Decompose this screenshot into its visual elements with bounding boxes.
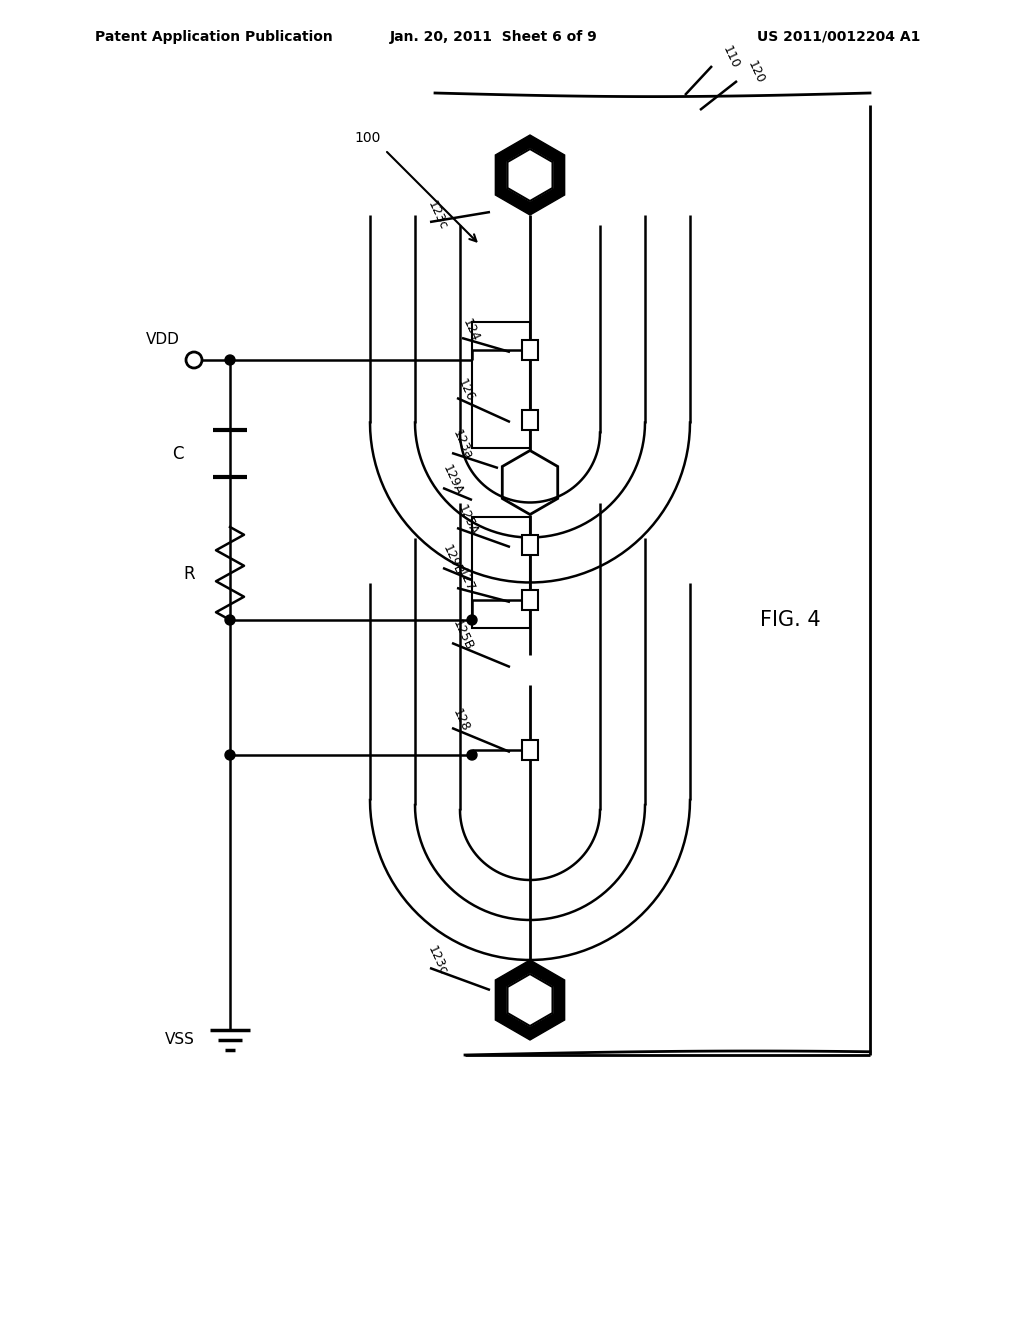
Bar [522,535,538,554]
Text: 124: 124 [460,317,481,343]
Bar [522,590,538,610]
Text: 127: 127 [455,566,477,594]
Text: R: R [183,565,195,583]
Polygon shape [508,149,553,201]
Text: 123c: 123c [425,198,450,231]
Text: 128: 128 [450,706,472,734]
Text: US 2011/0012204 A1: US 2011/0012204 A1 [757,30,920,44]
Polygon shape [496,135,564,215]
Text: 110: 110 [720,44,741,70]
Bar [522,741,538,760]
Text: 125A: 125A [455,503,480,537]
Text: VDD: VDD [146,333,180,347]
Circle shape [467,750,477,760]
Circle shape [225,355,234,366]
Text: 120: 120 [745,58,767,86]
Circle shape [467,615,477,624]
Text: FIG. 4: FIG. 4 [760,610,820,630]
Text: VSS: VSS [165,1032,195,1048]
Bar [522,411,538,430]
Text: 126: 126 [455,376,477,404]
Bar [472,322,530,447]
Text: Jan. 20, 2011  Sheet 6 of 9: Jan. 20, 2011 Sheet 6 of 9 [390,30,598,44]
Text: 129B: 129B [440,543,466,577]
Text: 123a: 123a [450,428,475,462]
Polygon shape [496,960,564,1040]
Text: 123c: 123c [425,944,450,977]
Text: 125B: 125B [450,618,475,652]
Bar [522,341,538,360]
Text: 129A: 129A [440,463,465,498]
Polygon shape [508,974,553,1026]
Text: 100: 100 [354,131,381,145]
Circle shape [225,615,234,624]
Circle shape [225,750,234,760]
Text: C: C [172,445,183,463]
Text: Patent Application Publication: Patent Application Publication [95,30,333,44]
Bar [472,517,530,628]
